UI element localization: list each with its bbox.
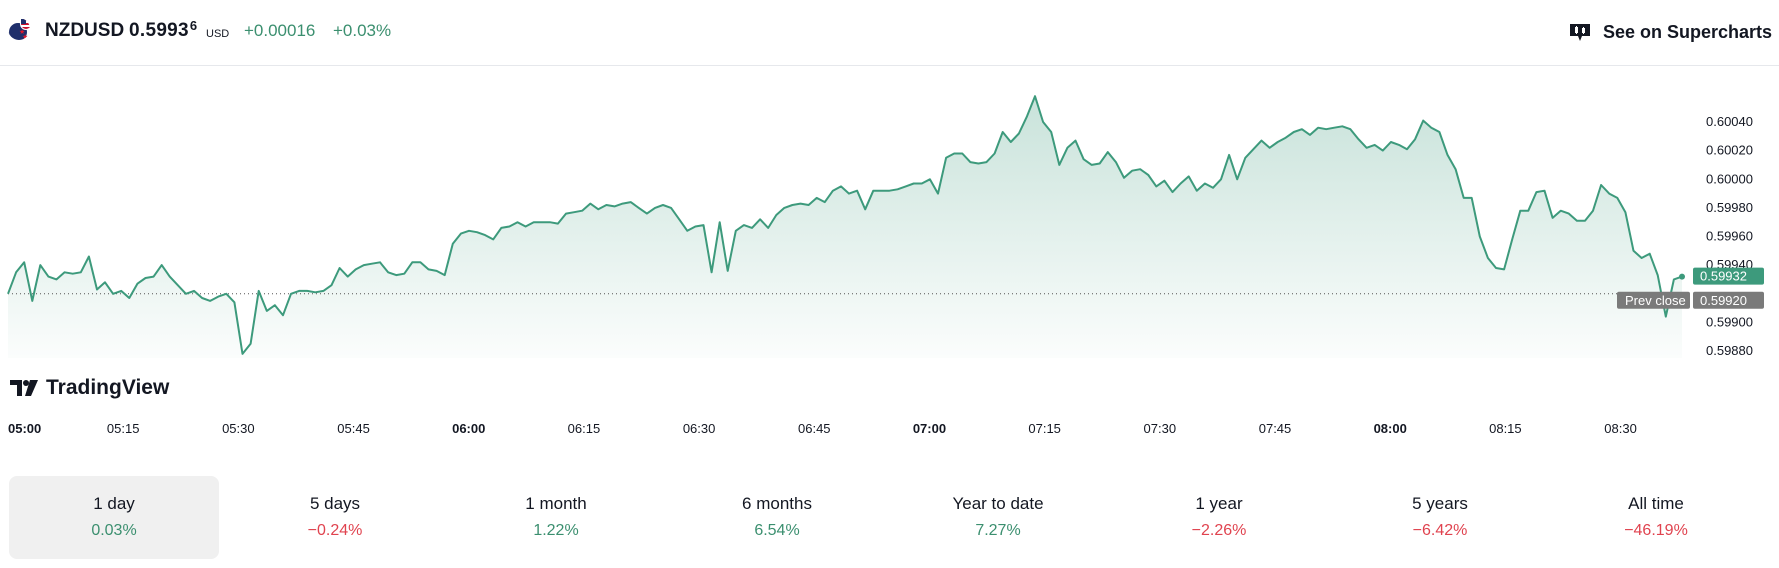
time-scale-label: 05:00 — [8, 421, 41, 436]
period-label: 5 years — [1412, 494, 1468, 513]
see-on-supercharts-button[interactable]: See on Supercharts — [1567, 16, 1772, 48]
period-tab[interactable]: Year to date 7.27% — [893, 476, 1103, 559]
period-tab[interactable]: 5 days −0.24% — [230, 476, 440, 559]
time-scale-label: 08:15 — [1489, 421, 1522, 436]
price-scale-label: 0.59900 — [1706, 314, 1753, 329]
period-change-value: 6.54% — [754, 522, 800, 539]
period-change-value: 0.03% — [91, 522, 137, 539]
time-scale[interactable]: 05:00 05:15 05:30 05:45 06:00 06:15 06:30 06:45… — [8, 421, 1637, 436]
supercharts-icon — [1570, 24, 1590, 41]
period-tab[interactable]: 1 day 0.03% — [9, 476, 219, 559]
price-change: +0.00016 — [244, 21, 316, 40]
period-label: 1 day — [93, 494, 135, 513]
price-scale-label: 0.59960 — [1706, 229, 1753, 244]
prev-close-label: Prev close — [1625, 293, 1686, 308]
time-scale-label: 05:30 — [222, 421, 255, 436]
period-change-value: 7.27% — [975, 522, 1021, 539]
price-scale-label: 0.59880 — [1706, 343, 1753, 358]
time-scale-label: 08:00 — [1374, 421, 1407, 436]
price-scale[interactable]: 0.60040 0.60020 0.60000 0.59980 0.59960 0.599… — [1706, 114, 1753, 358]
tradingview-wordmark: TradingView — [46, 376, 170, 399]
period-change-value: −6.42% — [1412, 522, 1468, 539]
period-tab[interactable]: 5 years −6.42% — [1335, 476, 1545, 559]
time-scale-label: 05:45 — [337, 421, 370, 436]
time-scale-label: 07:00 — [913, 421, 946, 436]
symbol-header: ★ ★ NZDUSD 0.59936 USD +0.00016 +0.03% Se… — [0, 0, 1779, 66]
price-scale-label: 0.60040 — [1706, 114, 1753, 129]
period-tab[interactable]: All time −46.19% — [1556, 476, 1756, 559]
current-price-badge: 0.59932 — [1693, 267, 1764, 285]
period-tab[interactable]: 1 month 1.22% — [451, 476, 661, 559]
period-label: All time — [1628, 494, 1684, 513]
period-label: 1 year — [1195, 494, 1243, 513]
period-change-value: −0.24% — [307, 522, 363, 539]
time-scale-label: 05:15 — [107, 421, 140, 436]
time-scale-label: 07:45 — [1259, 421, 1292, 436]
price-area-fill — [8, 96, 1682, 358]
price-scale-label: 0.60020 — [1706, 143, 1753, 158]
period-tab[interactable]: 6 months 6.54% — [672, 476, 882, 559]
time-scale-label: 08:30 — [1604, 421, 1637, 436]
last-price: 0.59936 — [129, 18, 198, 41]
price-change-percent: +0.03% — [333, 21, 392, 40]
period-change-value: −2.26% — [1191, 522, 1247, 539]
current-price-label: 0.59932 — [1700, 269, 1747, 284]
nzd-usd-flag-icon: ★ ★ — [8, 18, 30, 40]
price-scale-label: 0.59980 — [1706, 200, 1753, 215]
period-tab[interactable]: 1 year −2.26% — [1114, 476, 1324, 559]
prev-close-badge: Prev close 0.59920 — [1617, 291, 1764, 309]
prev-close-value: 0.59920 — [1700, 293, 1747, 308]
price-scale-label: 0.60000 — [1706, 171, 1753, 186]
time-scale-label: 06:30 — [683, 421, 716, 436]
time-scale-label: 06:15 — [568, 421, 601, 436]
period-change-value: −46.19% — [1624, 522, 1688, 539]
last-price-dot — [1679, 273, 1685, 280]
period-label: 1 month — [525, 494, 587, 513]
period-label: 5 days — [309, 494, 361, 513]
period-label: 6 months — [742, 494, 812, 513]
time-scale-label: 07:30 — [1144, 421, 1177, 436]
currency-label: USD — [206, 28, 230, 40]
price-chart[interactable]: TradingView 0.60040 0.60020 0.60000 0.59980… — [0, 66, 1779, 466]
symbol-name[interactable]: NZDUSD — [45, 20, 125, 41]
price-line — [7, 95, 1683, 355]
time-scale-label: 06:45 — [798, 421, 831, 436]
performance-periods: 1 day 0.03% 5 days −0.24% 1 month 1.22% 6 mont… — [9, 476, 1771, 559]
tradingview-logo: TradingView — [10, 376, 170, 399]
period-label: Year to date — [952, 494, 1044, 513]
time-scale-label: 07:15 — [1028, 421, 1061, 436]
time-scale-label: 06:00 — [452, 421, 485, 436]
period-change-value: 1.22% — [533, 522, 579, 539]
